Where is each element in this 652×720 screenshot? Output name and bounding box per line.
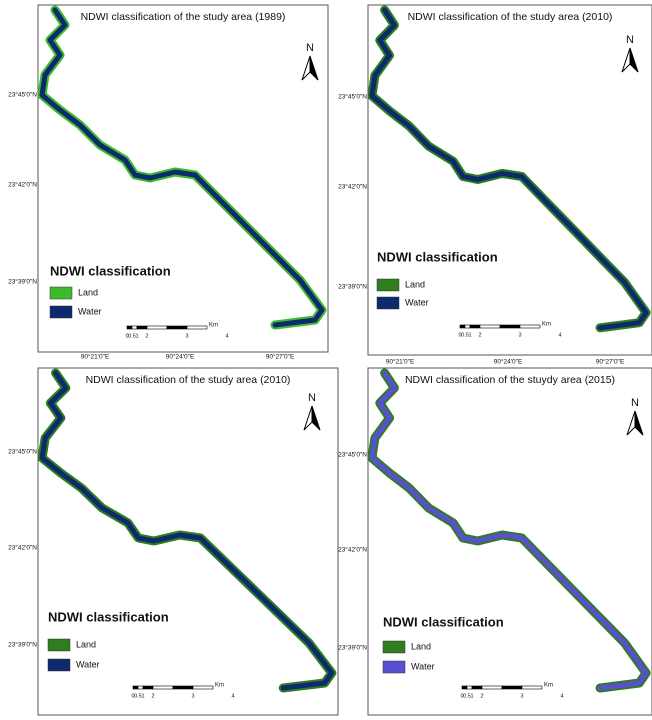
legend-title: NDWI classification [50,263,171,278]
scale-bar-segment [143,686,153,689]
scale-bar-label: 3 [518,332,521,338]
scale-bar-segment [127,326,132,329]
scale-bar-unit: Km [542,322,551,328]
scale-bar-segment [480,325,500,328]
scale-bar-segment [137,326,147,329]
north-label: N [626,34,634,46]
scale-bar-segment [502,686,522,689]
scale-bar-segment [470,325,480,328]
scale-bar-label: 1 [135,333,138,339]
scale-bar-segment [522,686,542,689]
scale-bar-label: 2 [480,693,483,699]
legend-title: NDWI classification [383,614,504,629]
legend-label: Water [78,306,102,316]
legend-swatch [50,287,72,299]
scale-bar-segment [173,686,193,689]
latitude-label: 23°39'0"N [8,278,37,286]
scale-bar-unit: Km [209,323,218,329]
map-title: NDWI classification of the study area (1… [81,11,286,23]
latitude-label: 23°42'0"N [338,183,367,191]
legend-label: Land [411,641,431,651]
scale-bar-label: 4 [558,332,561,338]
latitude-label: 23°39'0"N [338,644,367,652]
scale-bar-label: 1 [141,693,144,699]
scale-bar-label: 2 [145,333,148,339]
legend-swatch [377,279,399,291]
longitude-label: 90°24'0"E [494,358,523,366]
scale-bar-segment [187,326,207,329]
longitude-label: 90°21'0"E [81,353,110,361]
scale-bar-segment [167,326,187,329]
scale-bar-segment [138,686,143,689]
scale-bar-segment [462,686,467,689]
north-label: N [308,392,316,404]
legend-title: NDWI classification [48,609,169,624]
scale-bar-label: 3 [191,693,194,699]
north-label: N [306,42,314,54]
scale-bar-segment [153,686,173,689]
scale-bar-segment [460,325,465,328]
legend-label: Water [405,297,429,307]
latitude-label: 23°42'0"N [338,546,367,554]
scale-bar-label: 3 [520,693,523,699]
scale-bar-segment [132,326,137,329]
latitude-label: 23°45'0"N [338,93,367,101]
latitude-label: 23°42'0"N [8,544,37,552]
latitude-label: 23°42'0"N [8,181,37,189]
scale-bar-segment [467,686,472,689]
map-title: NDWI classification of the stuydy area (… [405,374,615,386]
legend-label: Land [405,279,425,289]
scale-bar-segment [465,325,470,328]
scale-bar-label: 1 [470,693,473,699]
legend-swatch [377,297,399,309]
scale-bar-segment [500,325,520,328]
latitude-label: 23°45'0"N [8,448,37,456]
scale-bar-unit: Km [544,683,553,689]
scale-bar-segment [472,686,482,689]
legend-swatch [48,659,70,671]
legend-swatch [48,639,70,651]
latitude-label: 23°45'0"N [338,451,367,459]
legend-label: Land [76,639,96,649]
longitude-label: 90°27'0"E [266,353,295,361]
scale-bar-segment [147,326,167,329]
legend-title: NDWI classification [377,249,498,264]
legend-swatch [383,661,405,673]
longitude-label: 90°21'0"E [386,358,415,366]
scale-bar-label: 3 [185,333,188,339]
scale-bar-label: 1 [468,332,471,338]
legend-label: Water [76,659,100,669]
map-title: NDWI classification of the study area (2… [86,374,291,386]
latitude-label: 23°39'0"N [8,641,37,649]
longitude-label: 90°24'0"E [166,353,195,361]
scale-bar-label: 2 [478,332,481,338]
scale-bar-segment [193,686,213,689]
map-title: NDWI classification of the study area (2… [408,11,613,23]
scale-bar-unit: Km [215,683,224,689]
map-frame [38,5,328,352]
scale-bar-label: 4 [560,693,563,699]
legend-swatch [383,641,405,653]
latitude-label: 23°45'0"N [8,91,37,99]
scale-bar-segment [133,686,138,689]
longitude-label: 90°27'0"E [596,358,625,366]
scale-bar-segment [520,325,540,328]
legend-label: Land [78,287,98,297]
legend-label: Water [411,661,435,671]
scale-bar-label: 4 [225,333,228,339]
scale-bar-segment [482,686,502,689]
scale-bar-label: 4 [231,693,234,699]
legend-swatch [50,306,72,318]
map-figure: NDWI classification of the study area (1… [0,0,652,720]
latitude-label: 23°39'0"N [338,283,367,291]
scale-bar-label: 2 [151,693,154,699]
north-label: N [631,397,639,409]
